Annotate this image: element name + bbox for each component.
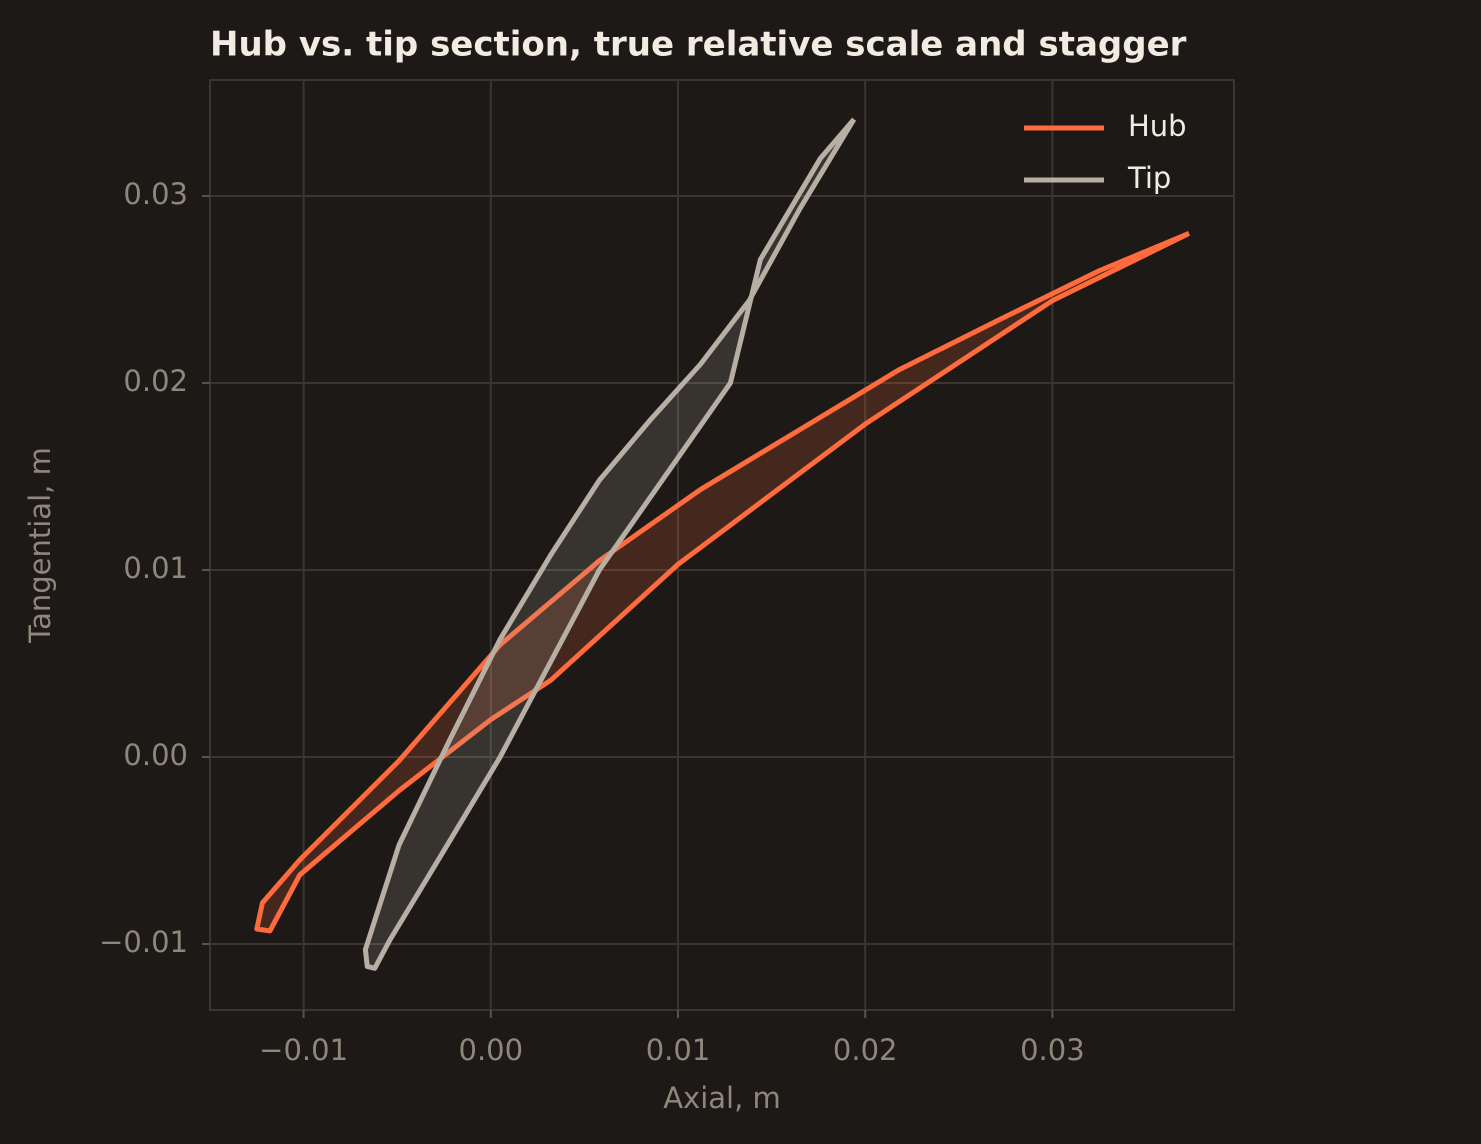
legend-label: Hub [1128, 109, 1187, 143]
series-line [254, 231, 1191, 934]
series-line [362, 117, 857, 971]
y-tick-label: 0.02 [123, 364, 188, 398]
x-tick-label: 0.03 [1020, 1033, 1085, 1067]
legend-label: Tip [1127, 161, 1171, 195]
y-tick-label: 0.00 [123, 738, 188, 772]
y-tick-label: −0.01 [99, 925, 188, 959]
x-tick-label: −0.01 [259, 1033, 348, 1067]
y-axis-label: Tangential, m [23, 447, 57, 644]
x-tick-label: 0.02 [833, 1033, 898, 1067]
plot-area [254, 117, 1191, 971]
x-axis-label: Axial, m [663, 1081, 781, 1115]
series-fill [365, 119, 854, 969]
plot-frame [209, 79, 1235, 1011]
chart-title: Hub vs. tip section, true relative scale… [210, 25, 1187, 65]
x-tick-label: 0.01 [646, 1033, 711, 1067]
x-tick-label: 0.00 [459, 1033, 524, 1067]
legend: Hub Tip [1024, 109, 1187, 195]
y-tick-label: 0.03 [123, 177, 188, 211]
y-tick-label: 0.01 [123, 551, 188, 585]
grid: −0.01 0.00 0.01 0.02 0.03 −0.01 0.00 0.01 0.02 0.… [99, 80, 1234, 1067]
